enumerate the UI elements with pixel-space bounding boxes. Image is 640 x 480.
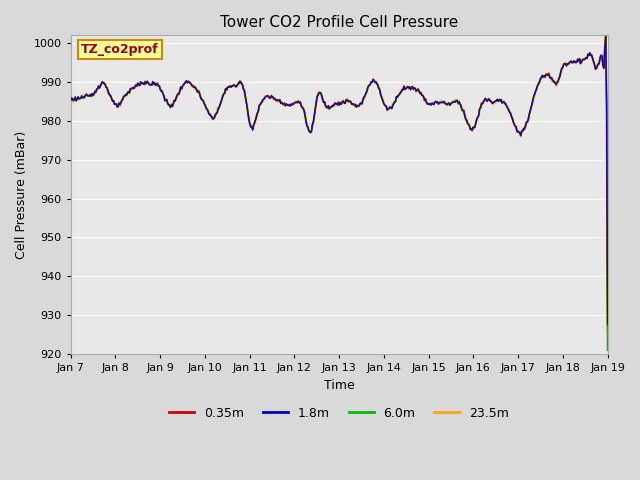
Text: TZ_co2prof: TZ_co2prof — [81, 43, 159, 56]
X-axis label: Time: Time — [324, 379, 355, 392]
Y-axis label: Cell Pressure (mBar): Cell Pressure (mBar) — [15, 131, 28, 259]
Title: Tower CO2 Profile Cell Pressure: Tower CO2 Profile Cell Pressure — [220, 15, 458, 30]
Legend: 0.35m, 1.8m, 6.0m, 23.5m: 0.35m, 1.8m, 6.0m, 23.5m — [164, 402, 514, 425]
